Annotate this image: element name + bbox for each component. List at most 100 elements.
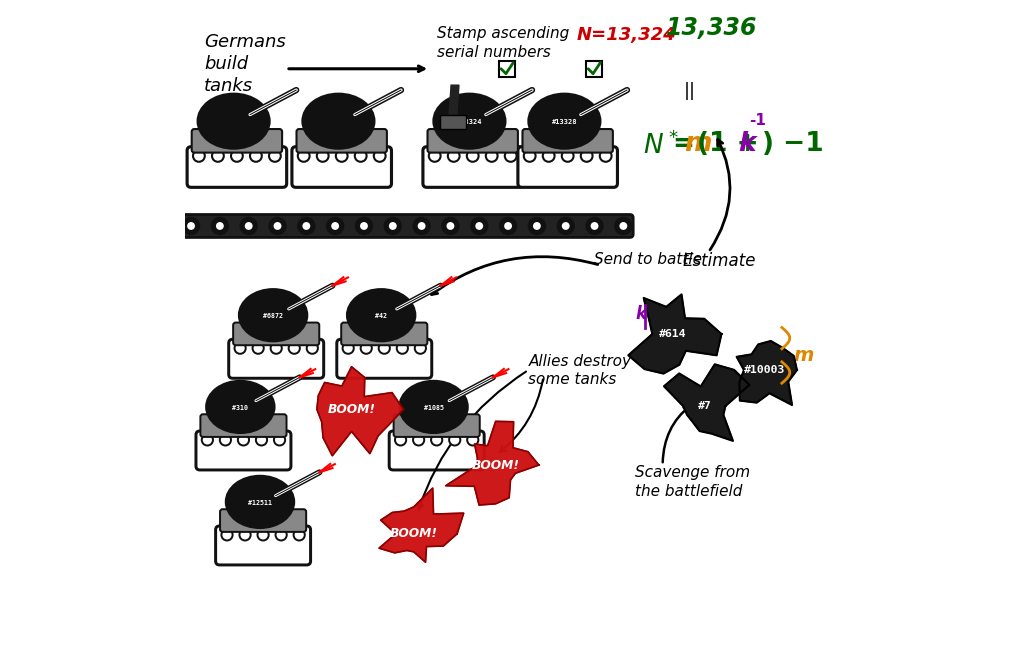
Text: m: m: [794, 346, 814, 365]
Text: #310: #310: [232, 405, 249, 411]
Circle shape: [294, 529, 305, 540]
Ellipse shape: [225, 476, 294, 528]
Text: Stamp ascending
serial numbers: Stamp ascending serial numbers: [436, 26, 569, 60]
Text: $N^*$: $N^*$: [643, 131, 679, 160]
FancyBboxPatch shape: [337, 339, 432, 379]
Ellipse shape: [206, 381, 274, 433]
FancyBboxPatch shape: [423, 147, 522, 187]
FancyBboxPatch shape: [427, 129, 518, 153]
Circle shape: [614, 217, 632, 234]
Text: Scavenge from
the battlefield: Scavenge from the battlefield: [635, 465, 751, 498]
Circle shape: [471, 217, 487, 234]
Text: N=13,324: N=13,324: [577, 26, 676, 44]
Text: k: k: [738, 131, 756, 157]
Polygon shape: [445, 421, 539, 505]
FancyBboxPatch shape: [297, 129, 387, 153]
Circle shape: [360, 343, 372, 354]
FancyBboxPatch shape: [341, 322, 427, 345]
Circle shape: [216, 222, 224, 230]
Text: k=3: k=3: [635, 305, 672, 322]
Bar: [586, 61, 602, 77]
Circle shape: [238, 434, 249, 445]
Circle shape: [591, 222, 598, 230]
Text: #6872: #6872: [263, 314, 283, 320]
Circle shape: [298, 150, 309, 162]
Circle shape: [389, 222, 396, 230]
Text: Germans
build
tanks: Germans build tanks: [204, 33, 286, 95]
Circle shape: [450, 434, 461, 445]
FancyBboxPatch shape: [292, 147, 391, 187]
Ellipse shape: [528, 94, 600, 149]
Circle shape: [532, 222, 541, 230]
Circle shape: [447, 150, 460, 162]
Polygon shape: [736, 341, 797, 405]
Text: #10003: #10003: [743, 365, 784, 375]
Circle shape: [429, 150, 440, 162]
Circle shape: [269, 150, 281, 162]
Text: Send to battle: Send to battle: [594, 252, 701, 267]
Ellipse shape: [433, 94, 506, 149]
FancyBboxPatch shape: [216, 526, 310, 565]
Ellipse shape: [239, 289, 307, 341]
Circle shape: [600, 150, 611, 162]
Circle shape: [442, 217, 459, 234]
Circle shape: [289, 343, 300, 354]
Text: Estimate: Estimate: [682, 252, 756, 270]
Circle shape: [467, 434, 478, 445]
Circle shape: [257, 529, 268, 540]
FancyBboxPatch shape: [393, 414, 479, 437]
Circle shape: [269, 217, 286, 234]
Circle shape: [620, 222, 628, 230]
Circle shape: [557, 217, 574, 234]
Circle shape: [182, 217, 200, 234]
Text: #42: #42: [375, 314, 387, 320]
Circle shape: [250, 150, 262, 162]
Circle shape: [202, 434, 213, 445]
FancyBboxPatch shape: [201, 414, 287, 437]
Circle shape: [413, 434, 424, 445]
Circle shape: [274, 434, 285, 445]
Circle shape: [467, 150, 478, 162]
Circle shape: [212, 150, 224, 162]
Text: #7: #7: [698, 401, 712, 411]
Circle shape: [241, 217, 257, 234]
Circle shape: [240, 529, 251, 540]
Circle shape: [253, 343, 264, 354]
Circle shape: [302, 222, 310, 230]
FancyBboxPatch shape: [522, 129, 613, 153]
Circle shape: [298, 217, 314, 234]
Circle shape: [395, 434, 407, 445]
FancyBboxPatch shape: [233, 322, 319, 345]
Text: BOOM!: BOOM!: [328, 403, 376, 416]
FancyBboxPatch shape: [187, 147, 287, 187]
Circle shape: [270, 343, 282, 354]
Circle shape: [504, 222, 512, 230]
Text: #614: #614: [658, 329, 686, 339]
Text: ) −1: ) −1: [762, 131, 824, 157]
FancyBboxPatch shape: [191, 129, 282, 153]
Circle shape: [316, 150, 329, 162]
Text: BOOM!: BOOM!: [390, 527, 437, 540]
Circle shape: [581, 150, 593, 162]
Circle shape: [415, 343, 426, 354]
Text: #1085: #1085: [424, 405, 443, 411]
FancyBboxPatch shape: [518, 147, 617, 187]
Circle shape: [336, 150, 347, 162]
Circle shape: [413, 217, 430, 234]
Circle shape: [211, 217, 228, 234]
Circle shape: [220, 434, 231, 445]
Circle shape: [187, 222, 195, 230]
Text: -1: -1: [750, 113, 766, 128]
FancyBboxPatch shape: [196, 431, 291, 470]
FancyBboxPatch shape: [181, 214, 633, 237]
Text: 13,336: 13,336: [666, 16, 758, 41]
Circle shape: [562, 150, 573, 162]
Circle shape: [418, 222, 426, 230]
Circle shape: [275, 529, 287, 540]
Text: BOOM!: BOOM!: [472, 458, 519, 472]
Polygon shape: [316, 367, 403, 456]
Circle shape: [273, 222, 282, 230]
Circle shape: [256, 434, 267, 445]
Text: #12511: #12511: [248, 500, 272, 506]
Circle shape: [245, 222, 253, 230]
